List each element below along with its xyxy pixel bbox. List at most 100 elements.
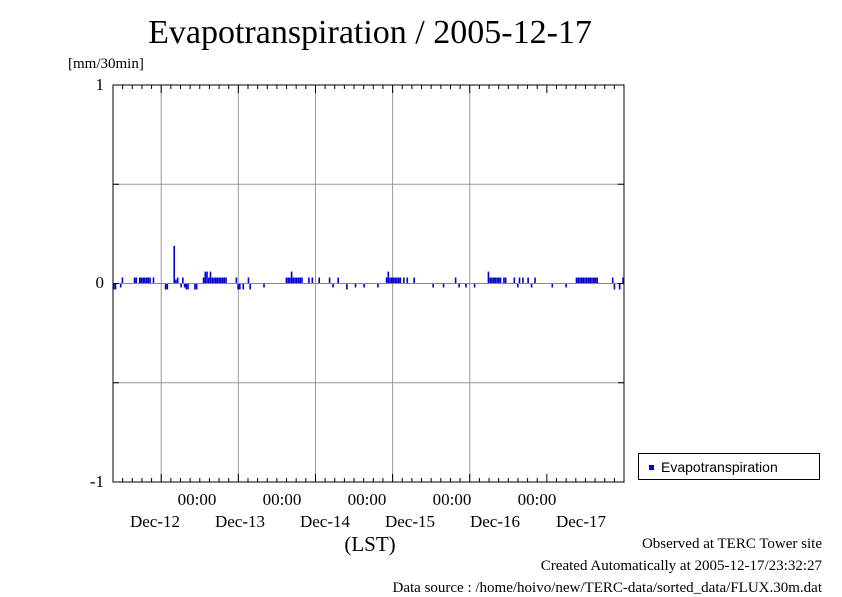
footer-site: Observed at TERC Tower site	[641, 536, 822, 552]
bar	[242, 283, 245, 290]
x-time-label: 00:00	[262, 490, 302, 509]
bar	[220, 277, 222, 284]
bar	[263, 283, 265, 288]
bar	[589, 277, 592, 284]
bar	[301, 277, 303, 284]
bar	[584, 277, 586, 284]
bar	[454, 277, 457, 284]
x-time-label: 00:00	[517, 490, 557, 509]
bar	[492, 277, 495, 284]
bar	[164, 283, 167, 290]
bar	[354, 283, 357, 288]
bar	[551, 283, 554, 288]
bar	[577, 277, 579, 284]
bar	[149, 277, 151, 284]
bar	[499, 277, 502, 284]
bar	[332, 283, 334, 288]
bar	[390, 277, 393, 284]
bar	[575, 277, 578, 284]
bar	[299, 277, 302, 284]
x-time-label: 00:00	[432, 490, 472, 509]
bar	[399, 277, 402, 284]
bar	[503, 277, 505, 284]
x-axis-label: (LST)	[344, 532, 396, 556]
bar	[458, 283, 460, 288]
bar	[207, 277, 210, 284]
bar	[209, 271, 212, 284]
bar	[527, 277, 529, 284]
bar	[216, 277, 219, 284]
x-date-label: Dec-15	[384, 512, 436, 531]
bar	[579, 277, 581, 284]
bar	[504, 277, 507, 284]
bar	[318, 277, 321, 284]
bar-series	[113, 245, 624, 290]
bar	[311, 277, 314, 284]
bar	[173, 245, 176, 284]
bar	[487, 271, 490, 284]
bar	[534, 277, 536, 284]
bar	[214, 277, 217, 284]
bar	[285, 277, 288, 284]
bar	[432, 283, 434, 288]
bar	[363, 283, 365, 288]
bar	[513, 277, 516, 284]
bar	[135, 277, 138, 284]
bar	[133, 277, 136, 284]
bar	[328, 277, 331, 284]
x-date-label: Dec-16	[469, 512, 521, 531]
y-axis-unit: [mm/30min]	[68, 56, 144, 72]
bar	[294, 277, 296, 284]
legend-swatch	[649, 465, 654, 470]
legend-label: Evapotranspiration	[661, 459, 778, 475]
bar	[142, 277, 144, 284]
bar	[235, 277, 238, 284]
x-date-label: Dec-13	[214, 512, 266, 531]
bar	[494, 277, 497, 284]
bar	[592, 277, 595, 284]
bar	[473, 283, 476, 288]
bar	[183, 283, 186, 288]
x-time-label: 00:00	[347, 490, 387, 509]
bar	[297, 277, 300, 284]
bar	[223, 277, 226, 284]
bar	[622, 277, 624, 284]
bar	[385, 277, 388, 284]
bar	[194, 283, 196, 290]
bar	[180, 283, 182, 288]
bar	[389, 277, 391, 284]
bar	[249, 283, 251, 290]
bar	[287, 277, 289, 284]
bar	[337, 277, 340, 284]
legend: Evapotranspiration	[638, 453, 820, 480]
bar	[144, 277, 146, 284]
bar	[403, 277, 405, 284]
bar	[465, 283, 467, 288]
bar	[211, 277, 214, 284]
bar	[145, 277, 148, 284]
axis-ticks	[112, 84, 625, 483]
bar	[292, 277, 295, 284]
bar	[152, 277, 155, 284]
bar	[195, 283, 198, 290]
y-tick-label: 1	[95, 75, 105, 94]
bar	[182, 277, 184, 284]
bar	[166, 283, 169, 290]
chart-title: Evapotranspiration / 2005-12-17	[148, 14, 592, 51]
bar	[202, 277, 205, 284]
y-tick-label: 0	[95, 273, 105, 292]
bar	[565, 283, 567, 288]
bar	[140, 277, 143, 284]
bar	[295, 277, 298, 284]
bar	[218, 277, 220, 284]
bar	[496, 277, 498, 284]
bar	[522, 277, 524, 284]
bar	[289, 277, 291, 284]
bar	[394, 277, 396, 284]
bar	[396, 277, 398, 284]
bar	[213, 277, 215, 284]
bar	[530, 283, 533, 288]
bar	[308, 277, 310, 284]
bar	[114, 283, 117, 290]
bar	[518, 277, 521, 284]
